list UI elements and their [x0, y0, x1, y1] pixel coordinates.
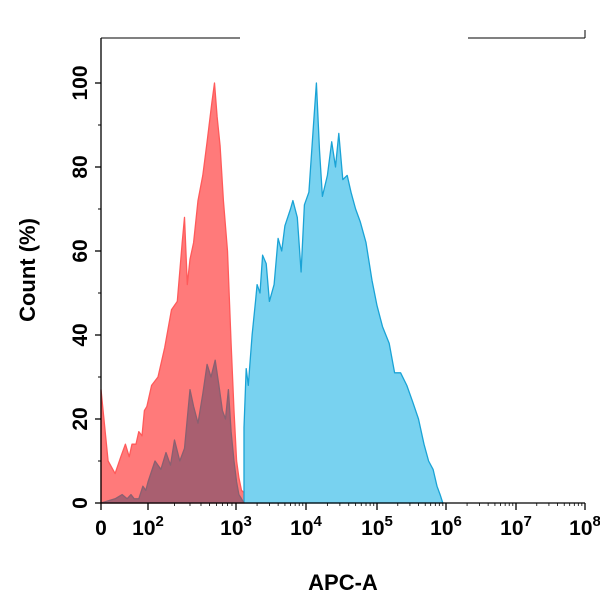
x-tick-exponent: 2: [156, 513, 164, 530]
x-tick-label: 106: [430, 513, 462, 540]
axes: [100, 30, 586, 504]
plot-area: [100, 82, 444, 504]
histogram-series-3: [100, 359, 245, 504]
x-tick-label: 103: [220, 513, 252, 540]
x-tick-exponent: 5: [385, 513, 393, 530]
x-tick-base: 10: [500, 517, 523, 540]
y-tick-label: 20: [69, 407, 92, 430]
x-tick-exponent: 4: [314, 513, 323, 530]
x-tick-base: 10: [220, 517, 243, 540]
x-tick-label: 107: [500, 513, 532, 540]
x-tick-base: 10: [430, 517, 453, 540]
y-axis-label: Count (%): [15, 218, 40, 322]
x-tick-base: 10: [290, 517, 313, 540]
x-tick-base: 10: [132, 517, 155, 540]
x-tick-base: 10: [569, 517, 592, 540]
x-tick-exponent: 8: [593, 513, 600, 530]
x-tick-label: 104: [290, 513, 322, 540]
x-tick-label: 0: [95, 517, 107, 540]
x-tick-base: 0: [95, 517, 107, 540]
y-tick-label: 60: [69, 239, 92, 262]
y-tick-label: 100: [69, 65, 92, 100]
x-axis-label: APC-A: [308, 570, 378, 595]
x-tick-base: 10: [361, 517, 384, 540]
x-tick-exponent: 6: [454, 513, 462, 530]
x-tick-exponent: 7: [524, 513, 532, 530]
y-tick-label: 0: [69, 497, 92, 509]
x-tick-label: 105: [361, 513, 393, 540]
histogram-series-2: [243, 82, 444, 504]
x-tick-label: 102: [132, 513, 164, 540]
y-tick-label: 80: [69, 155, 92, 178]
y-tick-label: 40: [69, 323, 92, 346]
x-tick-label: 108: [569, 513, 600, 540]
x-tick-exponent: 3: [244, 513, 252, 530]
